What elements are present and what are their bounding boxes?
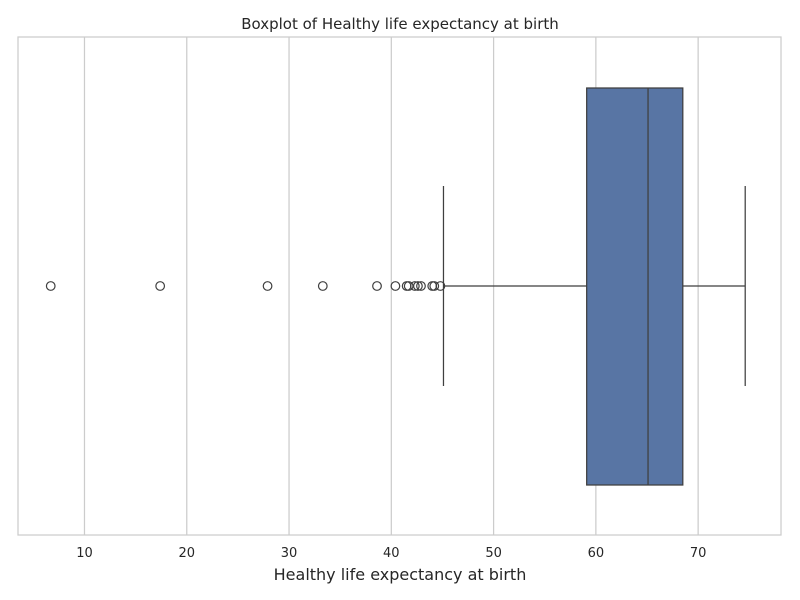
outlier-point-4 (317, 281, 328, 291)
outlier-point-1 (45, 281, 56, 291)
x-tick-label-70: 70 (690, 546, 707, 561)
x-tick-label-40: 40 (383, 546, 400, 561)
outlier-point-5 (372, 281, 382, 291)
x-axis-label: Healthy life expectancy at birth (274, 565, 527, 584)
chart-title: Boxplot of Healthy life expectancy at bi… (241, 15, 559, 33)
outlier-point-14 (435, 281, 446, 291)
outlier-point-13 (429, 281, 440, 291)
x-tick-label-30: 30 (281, 546, 298, 561)
outlier-point-10 (413, 281, 423, 291)
outlier-point-2 (155, 281, 166, 291)
x-tick-label-20: 20 (178, 546, 195, 561)
outlier-point-9 (409, 281, 420, 291)
x-tick-labels: 10 20 30 40 50 60 70 (76, 546, 706, 561)
outlier-point-6 (390, 281, 401, 291)
outlier-point-8 (403, 281, 414, 291)
outlier-point-3 (262, 281, 273, 291)
iqr-box (586, 87, 684, 486)
x-tick-label-10: 10 (76, 546, 93, 561)
x-tick-label-60: 60 (588, 546, 605, 561)
plot-area (45, 87, 746, 486)
outlier-point-11 (416, 281, 426, 291)
axes-frame (17, 36, 782, 536)
x-tick-label-50: 50 (485, 546, 502, 561)
